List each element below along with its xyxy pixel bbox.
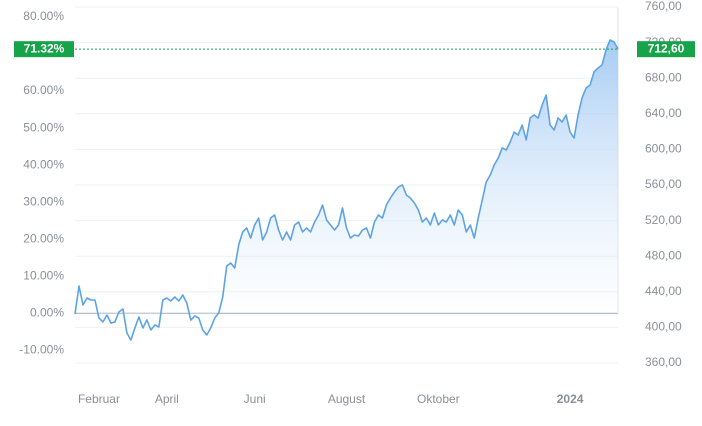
area-fill <box>75 40 618 341</box>
x-tick-label: Oktober <box>417 392 460 406</box>
y-tick-label: 60.00% <box>23 83 64 97</box>
y-tick-label: -10.00% <box>19 342 64 356</box>
y-tick-label: 50.00% <box>23 120 64 134</box>
y2-tick-label: 480,00 <box>645 248 682 262</box>
current-percent-box <box>14 41 74 58</box>
current-value-box <box>637 41 695 58</box>
y-tick-label: 10.00% <box>23 268 64 282</box>
y2-tick-label: 760,00 <box>645 0 682 13</box>
current-percent-label: 71.32% <box>24 41 65 55</box>
price-line <box>74 39 619 341</box>
y-tick-label: 40.00% <box>23 157 64 171</box>
y2-tick-label: 520,00 <box>645 213 682 227</box>
y2-tick-label: 640,00 <box>645 106 682 120</box>
x-tick-label: April <box>155 392 179 406</box>
y-tick-label: 30.00% <box>23 194 64 208</box>
y2-tick-label: 600,00 <box>645 142 682 156</box>
y2-tick-label: 400,00 <box>645 320 682 334</box>
x-tick-label: Februar <box>78 392 120 406</box>
x-tick-label: Juni <box>244 392 266 406</box>
y-tick-label: 20.00% <box>23 231 64 245</box>
y2-tick-label: 440,00 <box>645 284 682 298</box>
x-tick-label: August <box>328 392 366 406</box>
y-tick-label: 0.00% <box>30 305 64 319</box>
current-value-label: 712,60 <box>648 41 685 55</box>
y2-tick-label: 560,00 <box>645 177 682 191</box>
y-tick-label: 80.00% <box>23 9 64 23</box>
y2-tick-label: 680,00 <box>645 70 682 84</box>
x-tick-label: 2024 <box>557 392 584 406</box>
y2-tick-label: 360,00 <box>645 355 682 369</box>
